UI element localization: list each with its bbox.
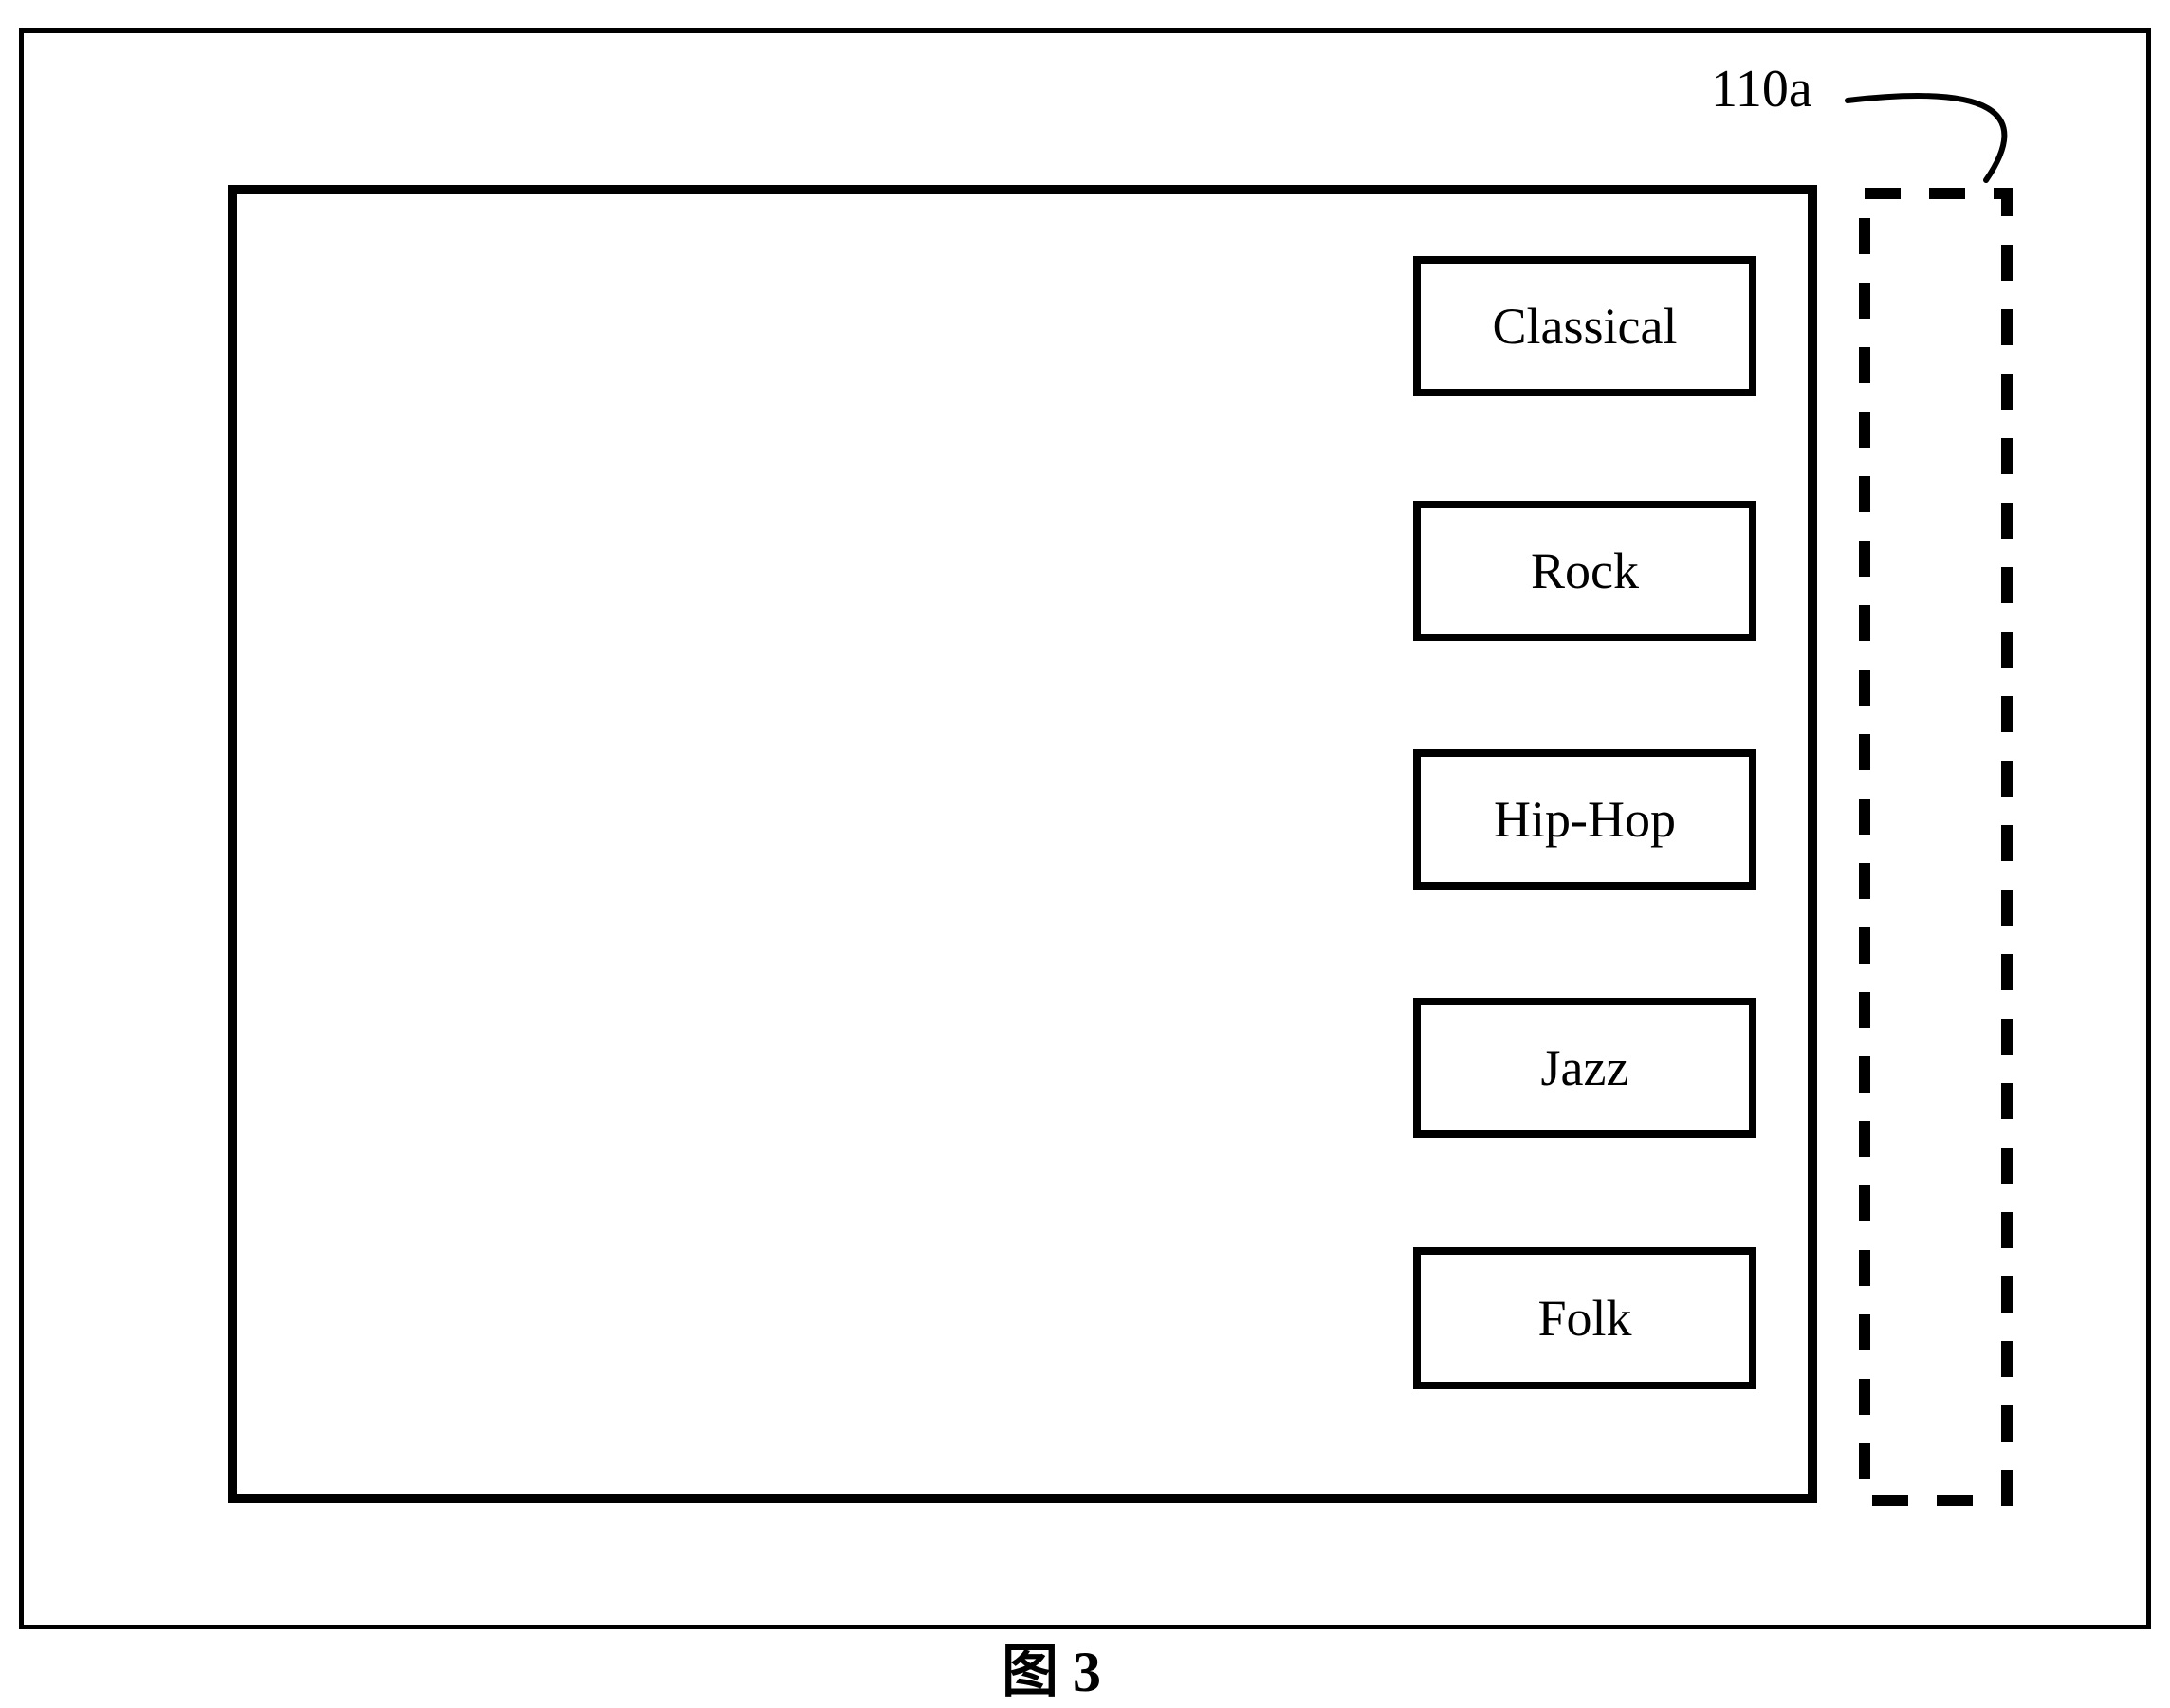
menu-button-rock[interactable]: Rock xyxy=(1413,501,1756,641)
menu-button-hip-hop[interactable]: Hip-Hop xyxy=(1413,749,1756,890)
diagram-root: ClassicalRockHip-HopJazzFolk 110a 图 3 xyxy=(0,0,2170,1696)
callout-leader-line xyxy=(1838,66,2068,190)
menu-button-jazz[interactable]: Jazz xyxy=(1413,998,1756,1138)
menu-button-classical[interactable]: Classical xyxy=(1413,256,1756,396)
dashed-region-110a xyxy=(1859,188,2013,1506)
callout-label-110a: 110a xyxy=(1711,59,1812,119)
menu-button-folk[interactable]: Folk xyxy=(1413,1247,1756,1389)
